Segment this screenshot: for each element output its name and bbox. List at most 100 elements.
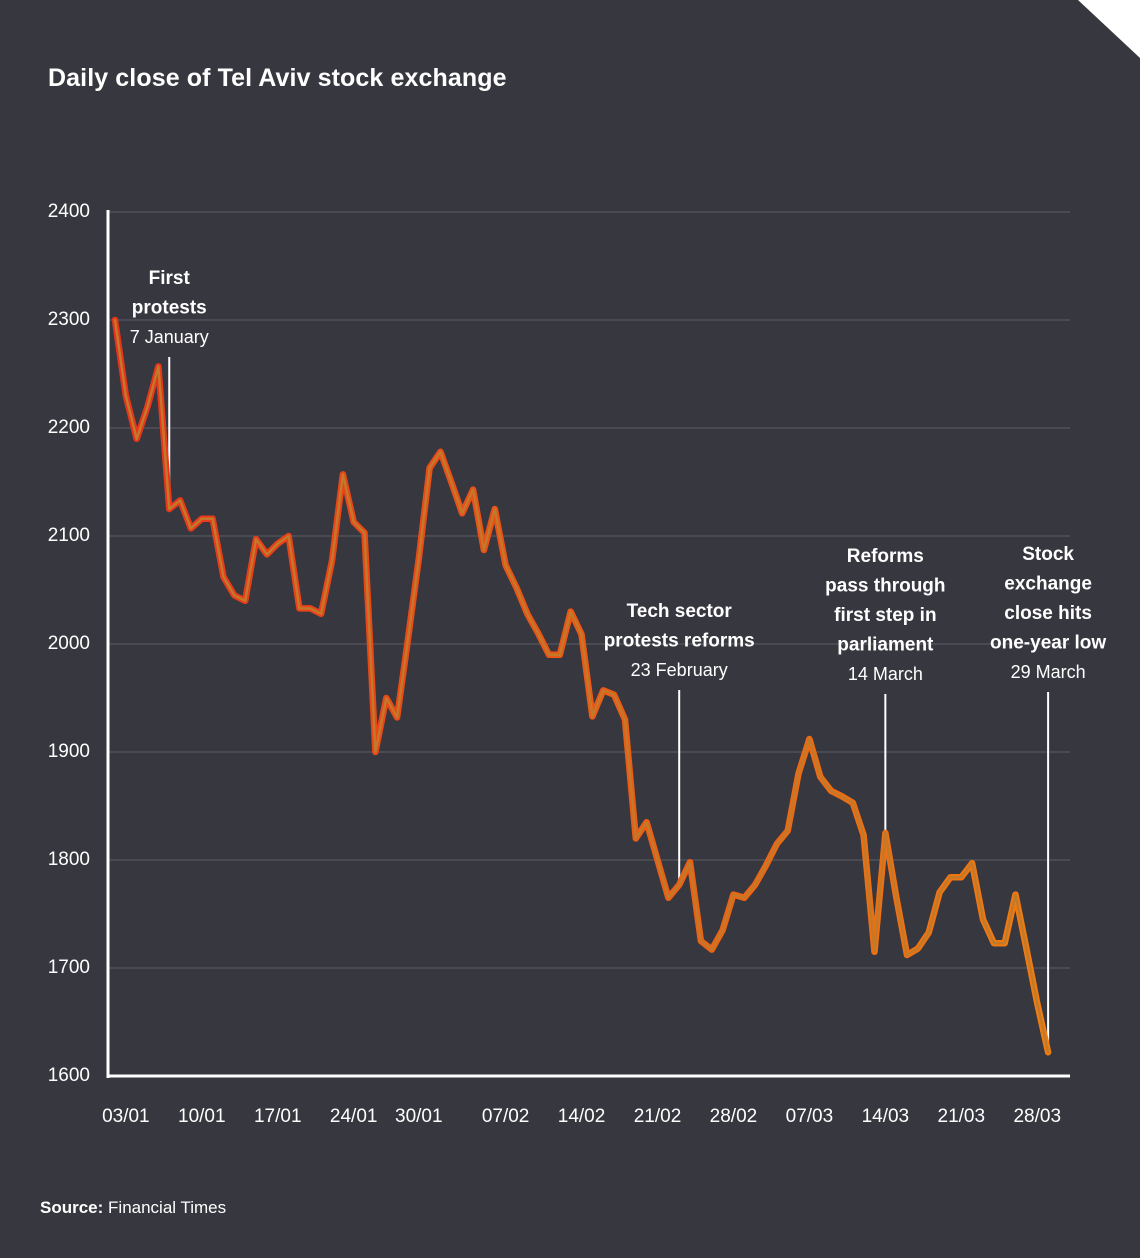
data-point	[971, 862, 973, 864]
data-point	[190, 527, 192, 529]
data-point	[298, 607, 300, 609]
data-point	[331, 560, 333, 562]
annotations: First protests 7 January Tech sector protest…	[130, 268, 1106, 1051]
data-point	[559, 654, 561, 656]
data-point	[873, 951, 875, 953]
data-point	[1014, 893, 1016, 895]
data-point	[732, 893, 734, 895]
x-tick-label: 28/02	[710, 1106, 758, 1127]
data-point	[635, 837, 637, 839]
y-tick-label: 1900	[48, 741, 90, 762]
x-axis-ticks: 03/01 10/01 17/01 24/01 30/01 07/02 14/02 21/02…	[102, 1106, 1061, 1127]
data-point	[830, 790, 832, 792]
y-tick-label: 2100	[48, 525, 90, 546]
annotation-text: protests reforms	[604, 631, 755, 652]
data-point	[917, 947, 919, 949]
data-point	[721, 929, 723, 931]
annotation: Reforms pass through first step in parliame…	[825, 546, 946, 831]
x-tick-label: 07/02	[482, 1106, 530, 1127]
data-point	[862, 834, 864, 836]
data-point	[570, 610, 572, 612]
annotation: First protests 7 January	[130, 268, 209, 507]
data-point	[428, 467, 430, 469]
data-point	[960, 876, 962, 878]
data-point	[114, 319, 116, 321]
data-point	[711, 948, 713, 950]
y-tick-label: 1700	[48, 957, 90, 978]
data-point	[580, 633, 582, 635]
data-point	[418, 558, 420, 560]
data-point	[906, 954, 908, 956]
annotation-text: one-year low	[990, 633, 1106, 654]
annotation-text: First	[149, 268, 191, 289]
x-tick-label: 17/01	[254, 1106, 302, 1127]
data-point	[363, 532, 365, 534]
data-point	[396, 716, 398, 718]
data-point	[776, 843, 778, 845]
annotation-date: 29 March	[1011, 662, 1086, 682]
data-point	[548, 654, 550, 656]
data-point	[407, 639, 409, 641]
data-point	[157, 365, 159, 367]
data-point	[700, 940, 702, 942]
data-point	[277, 542, 279, 544]
data-point	[624, 718, 626, 720]
data-point	[222, 576, 224, 578]
annotation-date: 23 February	[631, 660, 728, 680]
data-point	[483, 549, 485, 551]
data-point	[353, 521, 355, 523]
y-tick-label: 2400	[48, 201, 90, 222]
data-point	[895, 896, 897, 898]
x-tick-label: 30/01	[395, 1106, 443, 1127]
data-point	[1004, 942, 1006, 944]
x-tick-label: 21/03	[938, 1106, 986, 1127]
data-point	[309, 607, 311, 609]
data-point	[201, 518, 203, 520]
x-tick-label: 07/03	[786, 1106, 834, 1127]
data-point	[472, 488, 474, 490]
data-point	[1036, 1002, 1038, 1004]
source-label: Source:	[40, 1198, 104, 1217]
annotation-text: Reforms	[847, 546, 924, 567]
data-point	[808, 738, 810, 740]
x-tick-label: 10/01	[178, 1106, 226, 1127]
annotation-text: parliament	[837, 635, 934, 656]
data-point	[179, 499, 181, 501]
data-point	[146, 405, 148, 407]
data-point	[841, 795, 843, 797]
data-point	[515, 587, 517, 589]
data-point	[754, 884, 756, 886]
x-tick-label: 28/03	[1013, 1106, 1061, 1127]
annotation: Tech sector protests reforms 23 February	[604, 601, 755, 883]
data-point	[287, 535, 289, 537]
y-tick-label: 2000	[48, 633, 90, 654]
source-note: Source: Financial Times	[40, 1198, 226, 1218]
data-point	[938, 891, 940, 893]
data-point	[787, 830, 789, 832]
x-tick-label: 14/02	[558, 1106, 606, 1127]
data-point	[255, 538, 257, 540]
data-point	[1025, 947, 1027, 949]
y-tick-label: 1800	[48, 849, 90, 870]
data-point	[689, 861, 691, 863]
chart-title: Daily close of Tel Aviv stock exchange	[48, 64, 507, 92]
data-point	[819, 776, 821, 778]
annotation-text: Tech sector	[627, 601, 733, 622]
data-point	[743, 897, 745, 899]
series-layer	[111, 316, 1052, 1056]
data-point	[656, 859, 658, 861]
data-point	[949, 876, 951, 878]
annotation-text: first step in	[834, 605, 936, 626]
annotation-text: protests	[132, 298, 207, 319]
x-tick-label: 14/03	[862, 1106, 910, 1127]
gridlines	[108, 211, 1070, 969]
data-point	[982, 918, 984, 920]
annotation-text: pass through	[825, 576, 945, 597]
data-point	[928, 931, 930, 933]
data-point	[797, 772, 799, 774]
annotation: Stock exchange close hits one-year low 29 Ma…	[990, 544, 1106, 1051]
y-axis-ticks: 2400 2300 2200 2100 2000 1900 1800 1700 1600	[48, 201, 90, 1086]
data-point	[136, 438, 138, 440]
